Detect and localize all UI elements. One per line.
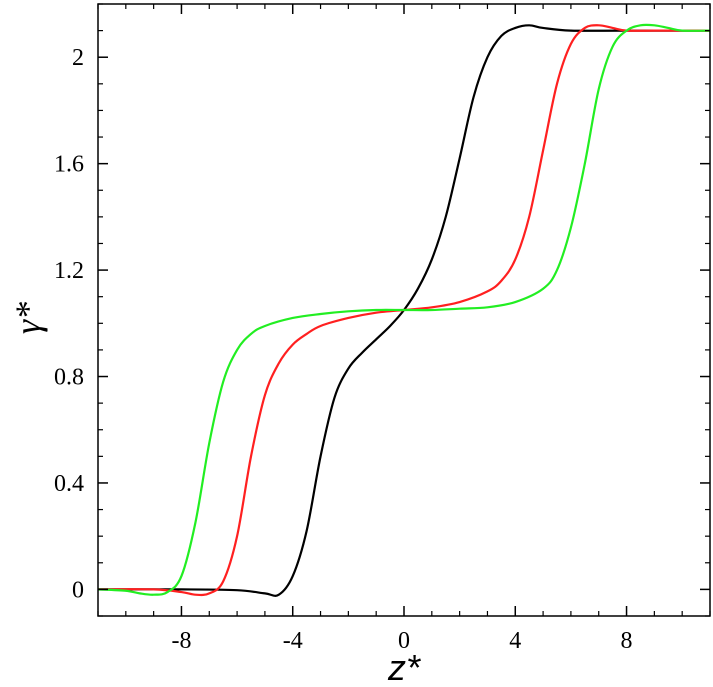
y-axis-title: γ* [8,302,48,334]
series-line-3 [97,23,711,596]
x-tick-label: 8 [621,628,633,654]
y-tick-label: 0.4 [54,471,84,497]
y-tick-label: 0 [72,577,84,603]
x-tick-label: 4 [509,628,521,654]
x-axis-title: z* [387,647,421,687]
y-tick-label: 0.8 [54,365,84,391]
tick-labels: -8 -4 0 4 8 0 0.4 0.8 1.2 1.6 2 [54,45,633,654]
x-tick-label: 0 [398,628,410,654]
y-tick-label: 1.6 [54,152,84,178]
x-tick-label: -4 [283,628,303,654]
plot-lines [97,23,711,597]
ticks [97,3,711,617]
y-tick-label: 2 [72,45,84,71]
y-tick-label: 1.2 [54,258,84,284]
x-tick-label: -8 [171,628,191,654]
